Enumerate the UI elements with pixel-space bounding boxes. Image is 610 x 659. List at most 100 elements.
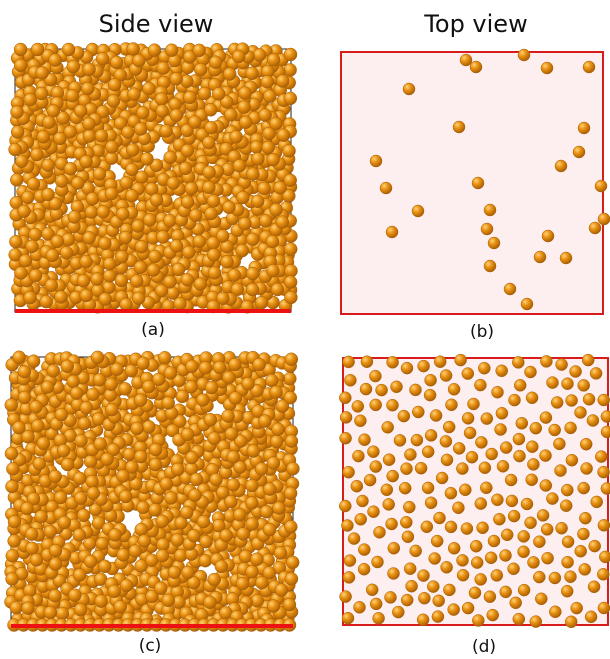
- particle: [447, 542, 461, 555]
- particle: [77, 416, 92, 431]
- particle: [113, 600, 128, 614]
- particle: [249, 140, 264, 154]
- particle: [125, 162, 139, 177]
- particle: [8, 142, 22, 157]
- particle: [72, 568, 87, 582]
- particle: [469, 60, 483, 74]
- particle: [487, 236, 501, 250]
- particle: [245, 565, 259, 579]
- particle: [589, 367, 603, 380]
- particle: [26, 492, 41, 506]
- particle: [499, 585, 512, 599]
- particle: [50, 234, 65, 249]
- particle: [400, 516, 413, 529]
- particle: [133, 122, 148, 136]
- particle: [599, 550, 610, 564]
- particle: [574, 406, 587, 419]
- particle: [452, 120, 466, 134]
- particle: [572, 145, 586, 159]
- particle: [536, 509, 550, 522]
- particle: [241, 377, 255, 391]
- particle: [275, 399, 290, 413]
- particle: [478, 461, 492, 475]
- particle: [48, 197, 63, 211]
- particle: [207, 572, 221, 587]
- particle: [40, 380, 55, 394]
- panel-a: [8, 42, 298, 314]
- particle: [527, 458, 540, 471]
- particle: [83, 536, 97, 551]
- particle: [204, 120, 218, 135]
- particle: [259, 505, 274, 519]
- particle: [548, 423, 561, 437]
- particle: [215, 229, 230, 243]
- particle: [70, 176, 85, 190]
- particle: [582, 393, 596, 406]
- particle: [504, 473, 518, 487]
- particle: [169, 72, 183, 86]
- particle: [36, 130, 51, 144]
- particle: [246, 266, 260, 281]
- particle: [483, 203, 497, 217]
- particle: [21, 430, 35, 444]
- particle: [430, 534, 444, 548]
- particle: [433, 511, 446, 525]
- particle: [546, 492, 559, 505]
- particle: [148, 442, 163, 457]
- particle: [414, 461, 428, 475]
- particle: [341, 519, 354, 532]
- particle: [404, 448, 417, 461]
- particle: [84, 205, 99, 219]
- particle: [550, 396, 564, 409]
- particle: [238, 115, 253, 130]
- particle: [105, 402, 119, 417]
- particle: [246, 167, 260, 181]
- particle: [540, 355, 553, 368]
- particle: [517, 545, 530, 559]
- particle: [597, 393, 610, 407]
- particle: [121, 125, 135, 139]
- particle: [483, 259, 497, 273]
- particle: [262, 522, 277, 537]
- particle: [82, 231, 96, 245]
- panel-d-label: (d): [472, 637, 496, 657]
- particle: [245, 282, 260, 297]
- particle: [187, 576, 201, 590]
- particle: [164, 491, 178, 505]
- particle: [553, 437, 566, 451]
- particle: [524, 516, 537, 530]
- particle: [182, 50, 197, 64]
- particle: [61, 42, 76, 57]
- particle: [555, 521, 568, 535]
- particle: [357, 562, 371, 576]
- particle: [224, 494, 238, 509]
- particle: [266, 53, 281, 67]
- particle: [245, 517, 259, 531]
- particle: [284, 572, 299, 586]
- particle: [284, 290, 298, 305]
- particle: [284, 520, 298, 534]
- particle: [202, 165, 216, 179]
- particle: [25, 541, 39, 556]
- particle: [597, 568, 610, 581]
- particle: [181, 245, 196, 260]
- particle: [339, 499, 352, 513]
- particle: [228, 357, 242, 372]
- particle: [405, 579, 418, 593]
- particle: [564, 615, 578, 629]
- particle: [400, 593, 414, 607]
- particle: [284, 434, 299, 448]
- particle: [141, 379, 156, 394]
- particle: [203, 103, 218, 117]
- particle: [73, 104, 88, 118]
- particle: [347, 532, 361, 545]
- particle: [107, 78, 122, 92]
- particle: [251, 152, 265, 166]
- particle: [471, 176, 485, 190]
- particle: [126, 42, 140, 56]
- particle: [467, 397, 480, 411]
- particle: [526, 440, 539, 453]
- particle: [465, 450, 479, 464]
- particle: [283, 47, 298, 62]
- particle: [379, 181, 393, 195]
